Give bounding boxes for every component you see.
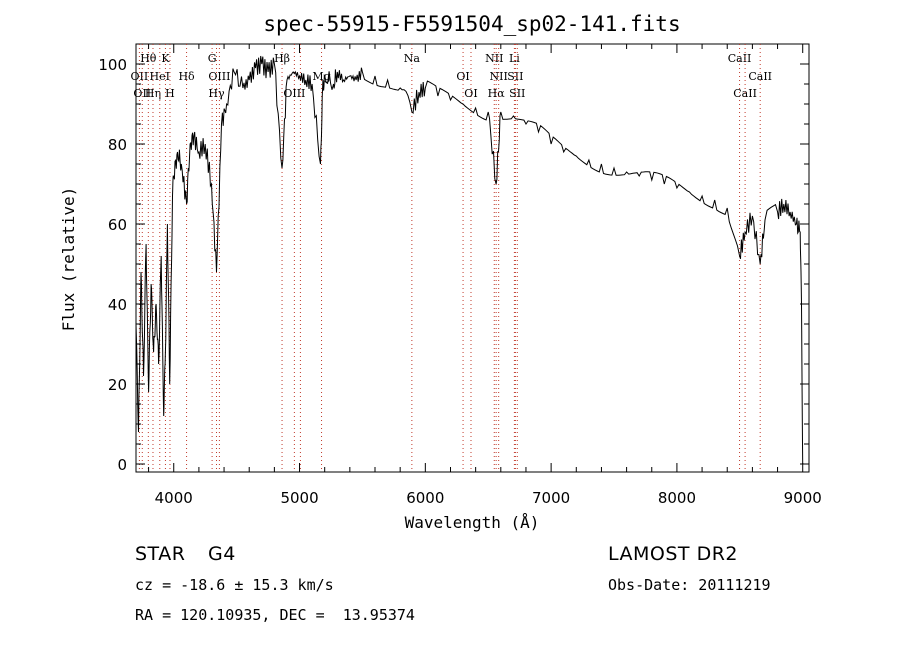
line-label: OI — [456, 70, 469, 83]
plot-frame — [135, 43, 810, 473]
line-label: CaII — [733, 87, 757, 100]
line-label: SII — [507, 70, 523, 83]
line-label: Hδ — [178, 70, 195, 83]
y-tick-label: 60 — [108, 216, 127, 234]
line-label: K — [161, 52, 170, 65]
line-label: NII — [485, 52, 503, 65]
x-tick-label: 9000 — [784, 489, 822, 507]
object-subclass: G4 — [208, 543, 236, 565]
survey-name: LAMOST DR2 — [608, 543, 738, 565]
line-label: OII — [133, 87, 151, 100]
x-tick-label: 6000 — [406, 489, 444, 507]
axis-ticks: 4000 5000 6000 7000 8000 9000 0 20 40 60 80 100 — [98, 44, 822, 507]
line-label: OI — [464, 87, 477, 100]
x-axis-label: Wavelength (Å) — [405, 513, 540, 532]
line-label: Na — [404, 52, 421, 65]
coordinates: RA = 120.10935, DEC = 13.95374 — [135, 606, 415, 624]
y-tick-label: 0 — [117, 456, 127, 474]
y-tick-label: 80 — [108, 136, 127, 154]
spectrum-line — [135, 55, 804, 465]
spectral-line-markers: OII OII Hθ Hη HeI K HHδ G Hγ OIII Hβ OIII Mg Na OI OI NI… — [131, 44, 772, 472]
line-label: OII — [131, 70, 149, 83]
line-label: Hη — [145, 87, 161, 100]
x-tick-label: 8000 — [658, 489, 696, 507]
line-label: Hα — [488, 87, 506, 100]
line-label: Li — [509, 52, 520, 65]
redshift-info: cz = -18.6 ± 15.3 km/s — [135, 576, 334, 594]
line-label: HeI — [150, 70, 170, 83]
line-label: G — [208, 52, 217, 65]
line-label: CaII — [748, 70, 772, 83]
line-label: Hθ — [140, 52, 157, 65]
line-label: Hγ — [208, 87, 225, 100]
x-tick-label: 5000 — [280, 489, 318, 507]
line-label: SII — [509, 87, 525, 100]
line-label: OIII — [283, 87, 305, 100]
obs-date: Obs-Date: 20111219 — [608, 576, 771, 594]
line-label: Hβ — [274, 52, 290, 65]
y-tick-label: 40 — [108, 296, 127, 314]
y-tick-label: 100 — [98, 56, 127, 74]
line-label: OIII — [208, 70, 230, 83]
y-tick-label: 20 — [108, 376, 127, 394]
line-label: CaII — [728, 52, 752, 65]
line-label: NII — [490, 70, 508, 83]
object-class: STAR — [135, 543, 186, 565]
line-label: Mg — [312, 70, 330, 83]
x-tick-label: 4000 — [155, 489, 193, 507]
line-label: H — [165, 87, 175, 100]
plot-border — [135, 43, 810, 473]
chart-title: spec-55915-F5591504_sp02-141.fits — [263, 12, 680, 36]
x-tick-label: 7000 — [532, 489, 570, 507]
y-axis-label: Flux (relative) — [59, 187, 78, 332]
